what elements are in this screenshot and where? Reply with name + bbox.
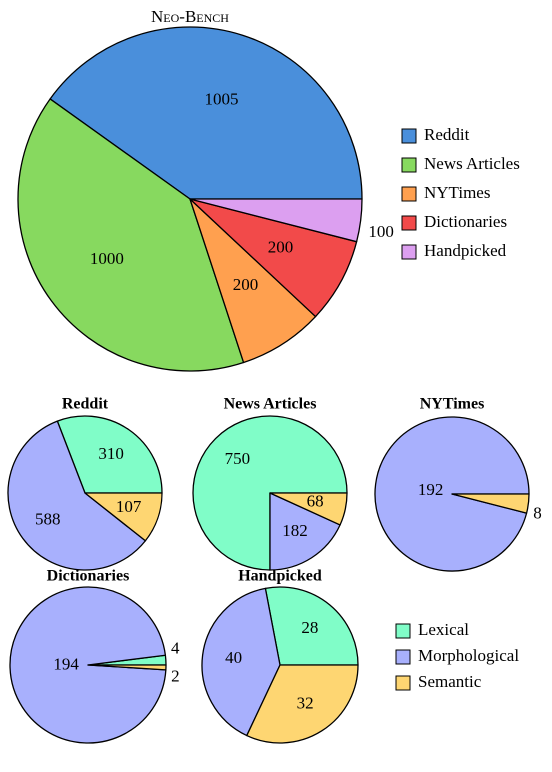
value-label: 750: [225, 449, 251, 468]
legend-label: Handpicked: [424, 241, 507, 260]
value-label: 107: [116, 497, 142, 516]
chart-title: Handpicked: [238, 568, 322, 585]
legend-label: Reddit: [424, 125, 470, 144]
legend-swatch: [395, 675, 411, 691]
legend-swatch: [395, 623, 411, 639]
value-label: 588: [35, 509, 61, 528]
value-label: 194: [53, 655, 79, 674]
pie-slice: [7, 420, 147, 571]
value-label: 4: [171, 638, 180, 657]
chart-title: Reddit: [62, 396, 109, 413]
pie-slice: [84, 492, 163, 542]
chart-title: Neo-Bench: [151, 7, 229, 26]
legend-label: Lexical: [418, 620, 469, 639]
pie-slice: [269, 492, 341, 571]
value-label: 28: [301, 618, 318, 637]
legend-label: Semantic: [418, 672, 482, 691]
legend-swatch: [401, 215, 417, 231]
legend-swatch: [401, 157, 417, 173]
value-label: 1000: [90, 249, 124, 268]
legend-label: Morphological: [418, 646, 519, 665]
chart-title: Dictionaries: [47, 568, 130, 585]
pie-slice: [17, 98, 245, 372]
pie-slice: [451, 493, 530, 514]
pie-slice: [56, 415, 163, 494]
pie-slice: [246, 664, 359, 744]
pie-slice: [189, 198, 363, 243]
value-label: 200: [268, 238, 294, 257]
legend-swatch: [401, 244, 417, 260]
value-label: 2: [171, 667, 180, 686]
pie-slice: [49, 26, 363, 200]
pie-slice: [87, 664, 167, 671]
legend-label: Dictionaries: [424, 212, 507, 231]
value-label: 200: [233, 275, 259, 294]
pie-slice: [201, 587, 281, 737]
value-label: 1005: [205, 90, 239, 109]
chart-title: NYTimes: [420, 396, 485, 413]
chart-title: News Articles: [224, 396, 317, 413]
value-label: 100: [368, 222, 394, 241]
value-label: 8: [533, 504, 542, 523]
value-label: 40: [225, 648, 242, 667]
pie-slice: [192, 415, 348, 571]
legend-label: News Articles: [424, 154, 520, 173]
value-label: 32: [297, 693, 314, 712]
value-label: 192: [418, 480, 444, 499]
legend-label: NYTimes: [424, 183, 490, 202]
value-label: 68: [307, 492, 324, 511]
legend-swatch: [401, 128, 417, 144]
value-label: 310: [98, 444, 124, 463]
pie-slice: [264, 586, 359, 666]
legend-swatch: [395, 649, 411, 665]
value-label: 182: [282, 521, 308, 540]
pie-slice: [269, 492, 348, 526]
legend-swatch: [401, 186, 417, 202]
